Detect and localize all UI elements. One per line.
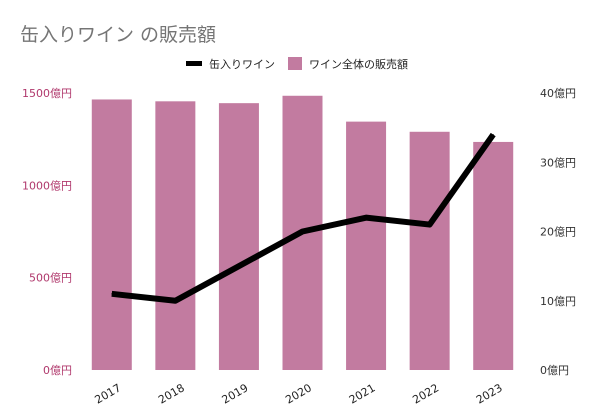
legend-label-bar: ワイン全体の販売額 <box>309 57 408 71</box>
bar-2017 <box>91 99 132 371</box>
left-axis: 0億円 500億円 1000億円 1500億円 <box>22 87 72 377</box>
right-tick-label: 0億円 <box>540 364 569 377</box>
right-tick-label: 10億円 <box>540 295 576 308</box>
right-axis: 0億円 10億円 20億円 30億円 40億円 <box>540 87 576 377</box>
legend-swatch-bar <box>288 57 302 70</box>
line-point-2023 <box>492 134 494 136</box>
chart-title: 缶入りワイン の販売額 <box>20 24 217 46</box>
left-tick-label: 1000億円 <box>22 179 72 192</box>
legend-label-line: 缶入りワイン <box>209 57 275 71</box>
x-tick-label: 2023 <box>474 381 505 406</box>
bar-2019 <box>218 103 259 370</box>
line-point-2022 <box>429 224 431 226</box>
x-tick-label: 2022 <box>410 381 441 406</box>
line-point-2020 <box>302 231 303 232</box>
x-tick-label: 2018 <box>156 381 187 406</box>
left-tick-label: 0億円 <box>43 364 72 377</box>
bar-2022 <box>409 131 450 370</box>
bar-2023 <box>473 141 514 370</box>
line-point-2021 <box>365 217 367 219</box>
right-tick-label: 20億円 <box>540 226 576 239</box>
x-tick-label: 2020 <box>283 381 314 406</box>
bar-2018 <box>155 101 196 370</box>
right-tick-label: 40億円 <box>540 87 576 100</box>
left-tick-label: 1500億円 <box>22 87 72 100</box>
line-point-2019 <box>238 265 240 267</box>
left-tick-label: 500億円 <box>29 272 72 285</box>
legend: 缶入りワイン ワイン全体の販売額 <box>186 57 408 71</box>
legend-swatch-line <box>186 61 202 66</box>
bar-series <box>91 95 514 371</box>
line-point-2018 <box>174 300 176 302</box>
x-tick-label: 2019 <box>220 381 251 406</box>
bar-2021 <box>346 121 387 370</box>
line-series <box>111 132 496 304</box>
line-point-2017 <box>111 293 113 295</box>
right-tick-label: 30億円 <box>540 156 576 169</box>
x-axis: 2017 2018 2019 2020 2021 2022 2023 <box>93 381 505 406</box>
x-tick-label: 2017 <box>93 381 124 406</box>
x-tick-label: 2021 <box>347 381 378 406</box>
